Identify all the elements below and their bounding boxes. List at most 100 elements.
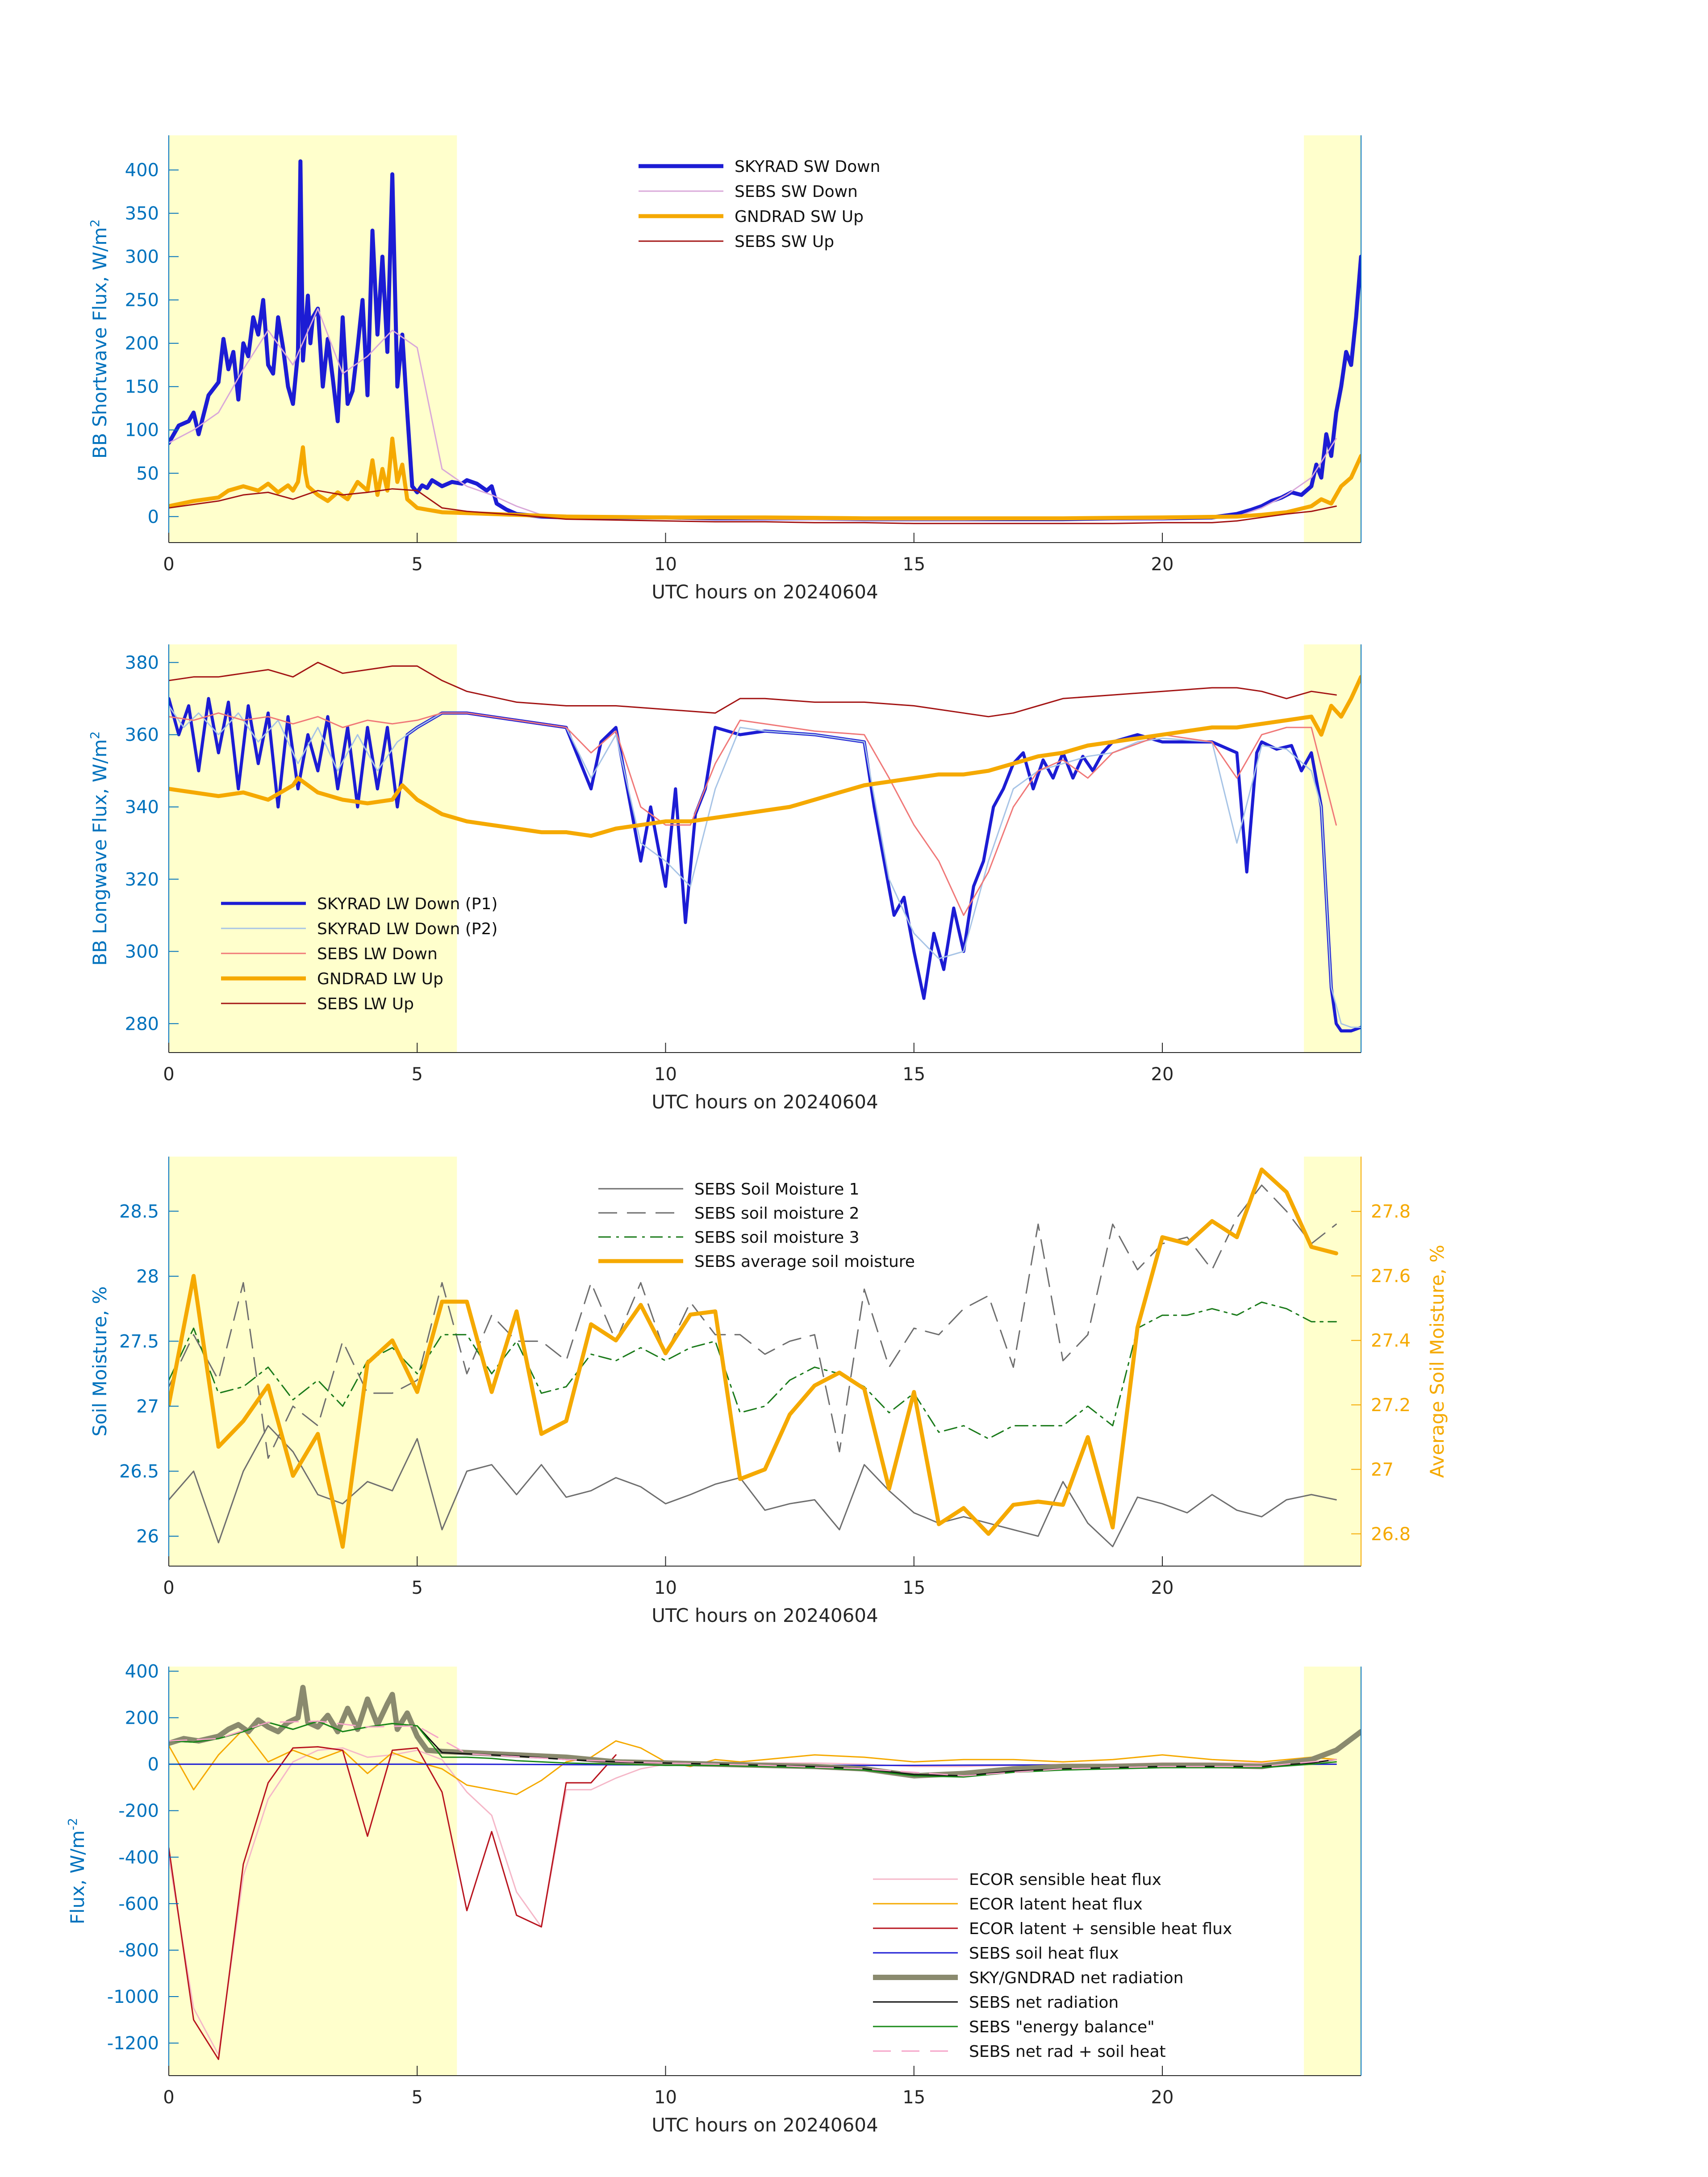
series-line <box>169 675 1361 838</box>
legend-label: GNDRAD LW Up <box>317 970 443 988</box>
series-line <box>169 705 1361 1028</box>
daylight-shade <box>1304 1157 1361 1566</box>
legend-label: SEBS soil moisture 3 <box>694 1228 859 1247</box>
y-tick-label: 380 <box>125 652 159 673</box>
x-tick-label: 10 <box>654 1064 677 1085</box>
series-line <box>169 1729 1337 1795</box>
legend-label: SEBS LW Up <box>317 995 414 1013</box>
y-axis-title-text: Flux, W/m <box>67 1830 88 1925</box>
y-tick-label: 0 <box>148 507 159 527</box>
x-tick-label: 20 <box>1151 2087 1174 2108</box>
y-tick-label: 27.5 <box>119 1331 159 1352</box>
x-tick-label: 5 <box>412 554 423 575</box>
x-tick-label: 0 <box>163 1064 174 1085</box>
y-axis-title-text: Soil Moisture, % <box>89 1286 111 1436</box>
y-tick-label: 26 <box>136 1526 159 1547</box>
y-tick-label: 0 <box>148 1755 159 1775</box>
legend-label: SEBS soil heat flux <box>969 1944 1119 1963</box>
daylight-shade <box>1304 1667 1361 2076</box>
y-tick-label: 28 <box>136 1266 159 1287</box>
y-tick-label: -800 <box>118 1940 159 1961</box>
y-tick-label: 400 <box>125 1661 159 1682</box>
legend: SKYRAD SW Down SEBS SW Down GNDRAD SW Up SE… <box>639 158 880 251</box>
x-tick-label: 20 <box>1151 554 1174 575</box>
series-line <box>169 661 1337 718</box>
x-tick-label: 5 <box>412 1064 423 1085</box>
legend-label: SEBS SW Down <box>735 183 858 201</box>
series-group <box>169 1167 1338 1549</box>
legend-label: ECOR latent + sensible heat flux <box>969 1920 1232 1938</box>
y-tick-label: 300 <box>125 247 159 267</box>
y-tick-label: 300 <box>125 942 159 962</box>
series-line <box>169 712 1337 916</box>
x-tick-label: 10 <box>654 1578 677 1598</box>
legend-label: ECOR sensible heat flux <box>969 1871 1161 1889</box>
series-line <box>169 1167 1338 1549</box>
y-tick-label: -400 <box>118 1847 159 1868</box>
x-tick-label: 10 <box>654 554 677 575</box>
y-axis-title: Soil Moisture, % <box>89 1286 111 1436</box>
legend-label: SEBS soil moisture 2 <box>694 1204 859 1223</box>
series-line <box>169 159 1361 522</box>
legend: SEBS Soil Moisture 1 SEBS soil moisture 2… <box>598 1180 915 1271</box>
y-tick-label: 100 <box>125 420 159 441</box>
x-tick-label: 0 <box>163 554 174 575</box>
y-axis-title: BB Longwave Flux, W/m2 <box>88 731 111 965</box>
series-line <box>169 1684 1361 1779</box>
y-axis-title-text: BB Shortwave Flux, W/m <box>89 227 111 459</box>
legend-label: SKYRAD LW Down (P2) <box>317 920 497 938</box>
series-group <box>169 1684 1361 2060</box>
right-y-axis-title: Average Soil Moisture, % <box>1426 1245 1448 1478</box>
daylight-shade <box>169 135 457 543</box>
legend-label: SKYRAD LW Down (P1) <box>317 895 497 913</box>
y-tick-label: 50 <box>136 464 159 484</box>
legend-label: SEBS net rad + soil heat <box>969 2043 1166 2061</box>
y-tick-label: 400 <box>125 160 159 181</box>
y-axis-title-superscript: 2 <box>88 219 102 227</box>
y-tick-label: -1200 <box>107 2033 159 2054</box>
y-axis-title-superscript: -2 <box>65 1818 80 1830</box>
legend-label: SEBS SW Up <box>735 233 834 251</box>
x-tick-label: 5 <box>412 1578 423 1598</box>
panel-surface-flux: 0 5 10 15 20 UTC hours on 20240604 -1200 -1000 -… <box>65 1661 1361 2136</box>
x-axis-title: UTC hours on 20240604 <box>651 2114 878 2136</box>
right-y-tick-label: 27.4 <box>1371 1331 1411 1351</box>
legend-label: GNDRAD SW Up <box>735 208 864 226</box>
daylight-shade <box>169 644 457 1053</box>
y-tick-label: 320 <box>125 869 159 890</box>
daylight-shade <box>169 1157 457 1566</box>
right-y-tick-label: 26.8 <box>1371 1524 1411 1545</box>
panel-longwave: 0 5 10 15 20 UTC hours on 20240604 280 300 320 34… <box>88 644 1361 1113</box>
series-line <box>169 1720 1337 1778</box>
series-line <box>169 436 1361 521</box>
legend: ECOR sensible heat flux ECOR latent heat … <box>873 1871 1232 2061</box>
y-tick-label: -1000 <box>107 1987 159 2007</box>
legend-label: ECOR latent heat flux <box>969 1895 1143 1914</box>
x-axis-title: UTC hours on 20240604 <box>651 1091 878 1113</box>
series-group <box>169 159 1361 524</box>
series-group <box>169 661 1361 1032</box>
series-line <box>169 1746 617 2060</box>
y-tick-label: 200 <box>125 1708 159 1729</box>
panel-shortwave: 0 5 10 15 20 UTC hours on 20240604 0 50 100 150 20… <box>88 135 1361 603</box>
x-tick-label: 20 <box>1151 1064 1174 1085</box>
y-tick-label: 250 <box>125 290 159 311</box>
y-tick-label: -200 <box>118 1801 159 1822</box>
series-line <box>169 1425 1337 1547</box>
y-tick-label: 150 <box>125 377 159 397</box>
right-y-tick-label: 27 <box>1371 1459 1394 1480</box>
y-tick-label: -600 <box>118 1894 159 1914</box>
series-line <box>169 488 1337 524</box>
x-tick-label: 0 <box>163 2087 174 2108</box>
y-tick-label: 340 <box>125 797 159 818</box>
y-tick-label: 27 <box>136 1396 159 1417</box>
right-y-tick-label: 27.2 <box>1371 1395 1411 1416</box>
y-axis-title-text: BB Longwave Flux, W/m <box>89 739 111 965</box>
legend-label: SKYRAD SW Down <box>735 158 880 176</box>
panel-soil-moisture: 0 5 10 15 20 UTC hours on 20240604 26 26.5 27 27.… <box>89 1157 1448 1626</box>
y-tick-label: 280 <box>125 1014 159 1034</box>
y-tick-label: 350 <box>125 204 159 224</box>
series-line <box>169 1301 1337 1440</box>
y-tick-label: 200 <box>125 334 159 354</box>
right-y-tick-label: 27.8 <box>1371 1202 1411 1222</box>
